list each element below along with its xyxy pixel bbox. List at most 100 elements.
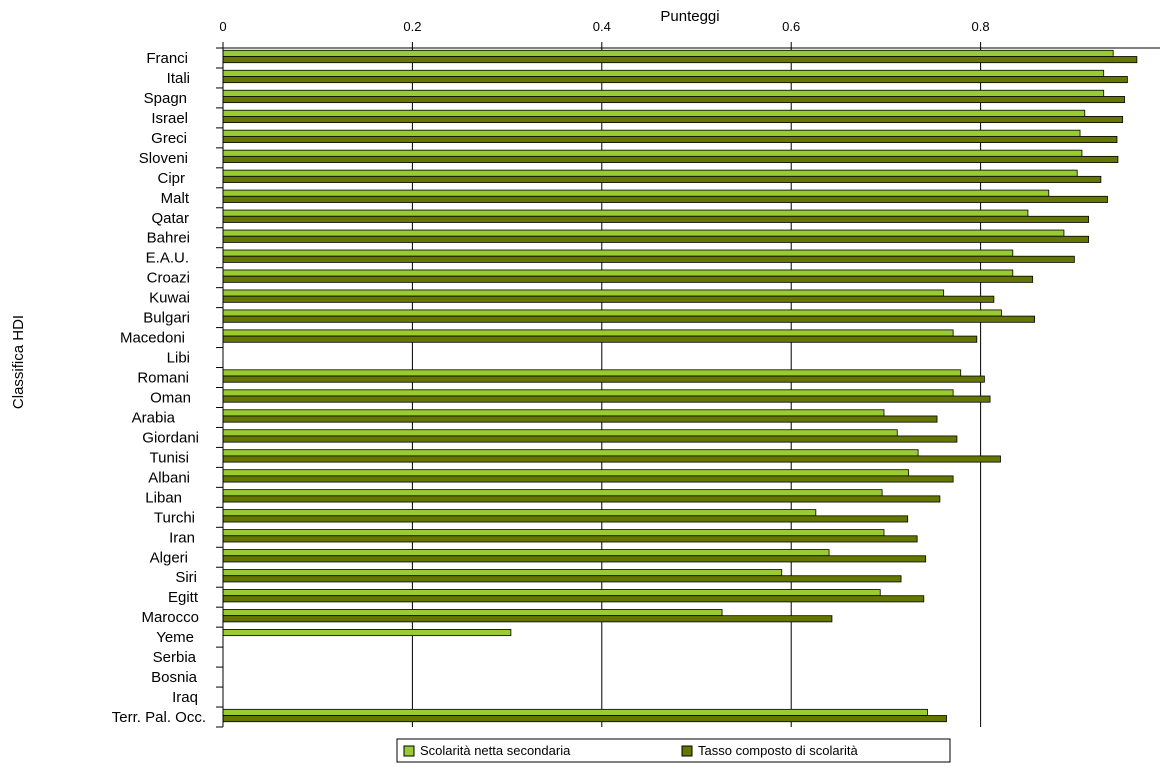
bar	[222, 449, 919, 457]
legend-swatch-tasso-composto	[681, 745, 693, 757]
bar	[222, 109, 1086, 117]
bar	[222, 215, 1089, 223]
category-label: Israel	[151, 110, 188, 127]
bar	[222, 269, 1014, 277]
bar	[222, 575, 902, 583]
category-label: Kuwai	[149, 290, 190, 307]
x-tick-label: 0.6	[782, 19, 800, 34]
bar	[222, 369, 962, 377]
category-label: Malt	[161, 190, 190, 207]
bar	[222, 489, 883, 497]
legend-box	[396, 738, 951, 763]
bar	[222, 155, 1119, 163]
category-label: Algeri	[150, 549, 188, 566]
category-label: Oman	[150, 389, 191, 406]
bar	[222, 529, 885, 537]
bar	[222, 195, 1108, 203]
category-label: Romani	[137, 370, 189, 387]
x-tick-label: 0	[219, 19, 226, 34]
x-tick-label: 0.2	[403, 19, 421, 34]
category-label: Siri	[175, 569, 197, 586]
bar	[222, 175, 1102, 183]
bar	[222, 455, 1001, 463]
bar	[222, 569, 783, 577]
bar	[222, 389, 954, 397]
category-label: Yeme	[156, 629, 194, 646]
category-label: Macedoni	[120, 330, 185, 347]
category-label: Bahrei	[147, 230, 190, 247]
bar	[222, 535, 918, 543]
category-label: Tunisi	[150, 449, 189, 466]
bar	[222, 189, 1050, 197]
bar	[222, 409, 885, 417]
bar	[222, 469, 910, 477]
bar	[222, 235, 1089, 243]
bar	[222, 549, 830, 557]
bar	[222, 375, 985, 383]
bar	[222, 315, 1035, 323]
category-label: E.A.U.	[146, 250, 189, 267]
bar	[222, 515, 909, 523]
category-label: Greci	[151, 130, 187, 147]
category-label: Iraq	[172, 689, 198, 706]
bar	[222, 255, 1075, 263]
x-axis-title: Punteggi	[660, 8, 719, 25]
category-label: Liban	[145, 489, 182, 506]
x-axis-ticks: 0 0.2 0.4 0.6 0.8	[219, 19, 990, 48]
category-label: Albani	[148, 469, 190, 486]
bar	[222, 475, 954, 483]
y-axis-title: Classifica HDI	[10, 315, 27, 409]
category-label: Arabia	[132, 409, 176, 426]
bar	[222, 129, 1081, 137]
category-label: Qatar	[151, 210, 189, 227]
bar	[222, 249, 1014, 257]
category-label: Cipr	[157, 170, 185, 187]
category-label: Bulgari	[143, 310, 190, 327]
bar	[222, 169, 1078, 177]
bar	[222, 76, 1128, 84]
category-label: Sloveni	[139, 150, 188, 167]
x-tick-label: 0.8	[972, 19, 990, 34]
bar	[222, 229, 1065, 237]
bar	[222, 495, 941, 503]
bar	[222, 275, 1034, 283]
bar	[222, 289, 945, 297]
bar	[222, 116, 1124, 124]
bar	[222, 395, 991, 403]
category-label: Serbia	[153, 649, 197, 666]
bar	[222, 56, 1138, 64]
category-label: Franci	[146, 50, 188, 67]
legend-label-tasso-composto: Tasso composto di scolarità	[698, 743, 858, 758]
bar	[222, 149, 1083, 157]
legend-label-scolarita-netta: Scolarità netta secondaria	[420, 743, 571, 758]
bar	[222, 96, 1125, 104]
category-label: Giordani	[142, 429, 199, 446]
category-label: Terr. Pal. Occ.	[112, 709, 206, 726]
bar	[222, 309, 1002, 317]
bar	[222, 629, 512, 637]
bar	[222, 209, 1029, 217]
bar	[222, 295, 995, 303]
bar	[222, 708, 928, 716]
category-label: Libi	[167, 350, 190, 367]
y-axis: Franci Itali Spagn Israel Greci Sloveni Cipr Ma…	[112, 47, 1160, 728]
category-label: Spagn	[144, 90, 187, 107]
bars	[222, 49, 1138, 723]
x-tick-label: 0.4	[593, 19, 611, 34]
bar	[222, 609, 723, 617]
bar	[222, 595, 925, 603]
bar	[222, 715, 947, 723]
bar	[222, 555, 927, 563]
bar	[222, 615, 833, 623]
bar	[222, 435, 958, 443]
bar	[222, 335, 978, 343]
category-label: Iran	[169, 529, 195, 546]
bar	[222, 589, 881, 597]
bar	[222, 509, 817, 517]
legend: Scolarità netta secondaria Tasso compost…	[396, 738, 951, 763]
category-label: Croazi	[147, 270, 190, 287]
category-label: Bosnia	[151, 669, 198, 686]
category-label: Turchi	[154, 509, 195, 526]
bar	[222, 49, 1114, 57]
